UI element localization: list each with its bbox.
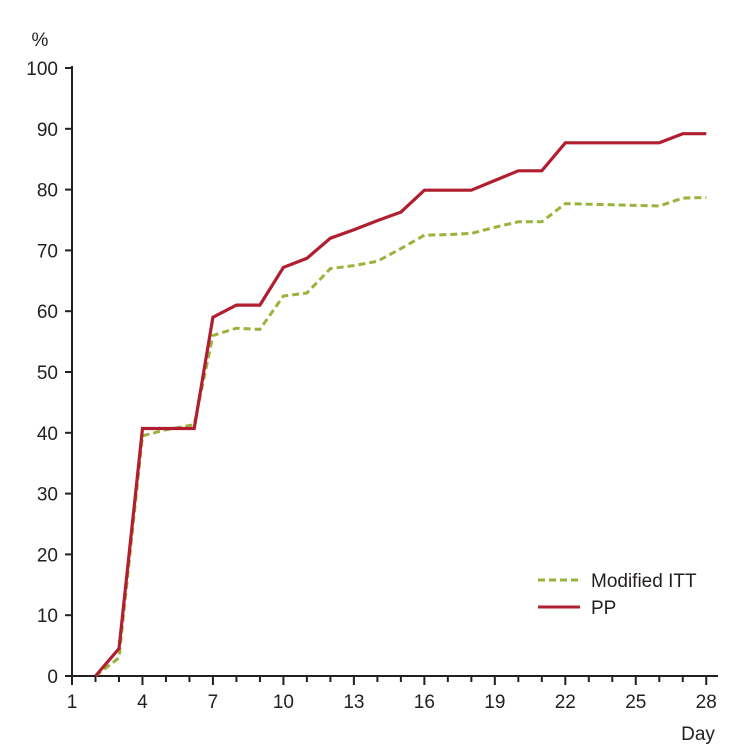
y-tick-label: 50 — [37, 363, 58, 384]
x-tick-label: 25 — [625, 692, 646, 713]
legend-label: PP — [591, 598, 616, 619]
series-line-modified-itt — [94, 196, 707, 678]
y-tick-label: 30 — [37, 485, 58, 506]
y-tick-label: 10 — [37, 606, 58, 627]
x-tick-label: 4 — [137, 692, 148, 713]
x-tick-label: 28 — [696, 692, 717, 713]
y-tick-label: 0 — [47, 667, 58, 688]
y-tick-label: 80 — [37, 181, 58, 202]
x-tick-label: 7 — [208, 692, 219, 713]
y-tick-label: 90 — [37, 120, 58, 141]
y-tick-label: 20 — [37, 545, 58, 566]
x-tick-label: 1 — [67, 692, 78, 713]
y-tick-label: 100 — [26, 59, 58, 80]
legend: Modified ITT PP — [538, 571, 697, 619]
y-tick-label: 60 — [37, 302, 58, 323]
x-tick-label: 16 — [414, 692, 435, 713]
y-tick-label: 70 — [37, 241, 58, 262]
y-axis-title: % — [32, 30, 49, 51]
series-line-pp — [94, 132, 707, 678]
x-tick-label: 10 — [273, 692, 294, 713]
x-tick-label: 19 — [484, 692, 505, 713]
x-tick-label: 22 — [555, 692, 576, 713]
x-axis-title: Day — [681, 724, 715, 745]
x-tick-label: 13 — [343, 692, 364, 713]
series-layer — [94, 132, 707, 678]
axes: 0 10 20 30 40 50 60 70 80 90 100 1 4 7 10 13 16 19 22 25 28 — [26, 59, 718, 713]
legend-label: Modified ITT — [591, 571, 697, 592]
y-tick-label: 40 — [37, 424, 58, 445]
